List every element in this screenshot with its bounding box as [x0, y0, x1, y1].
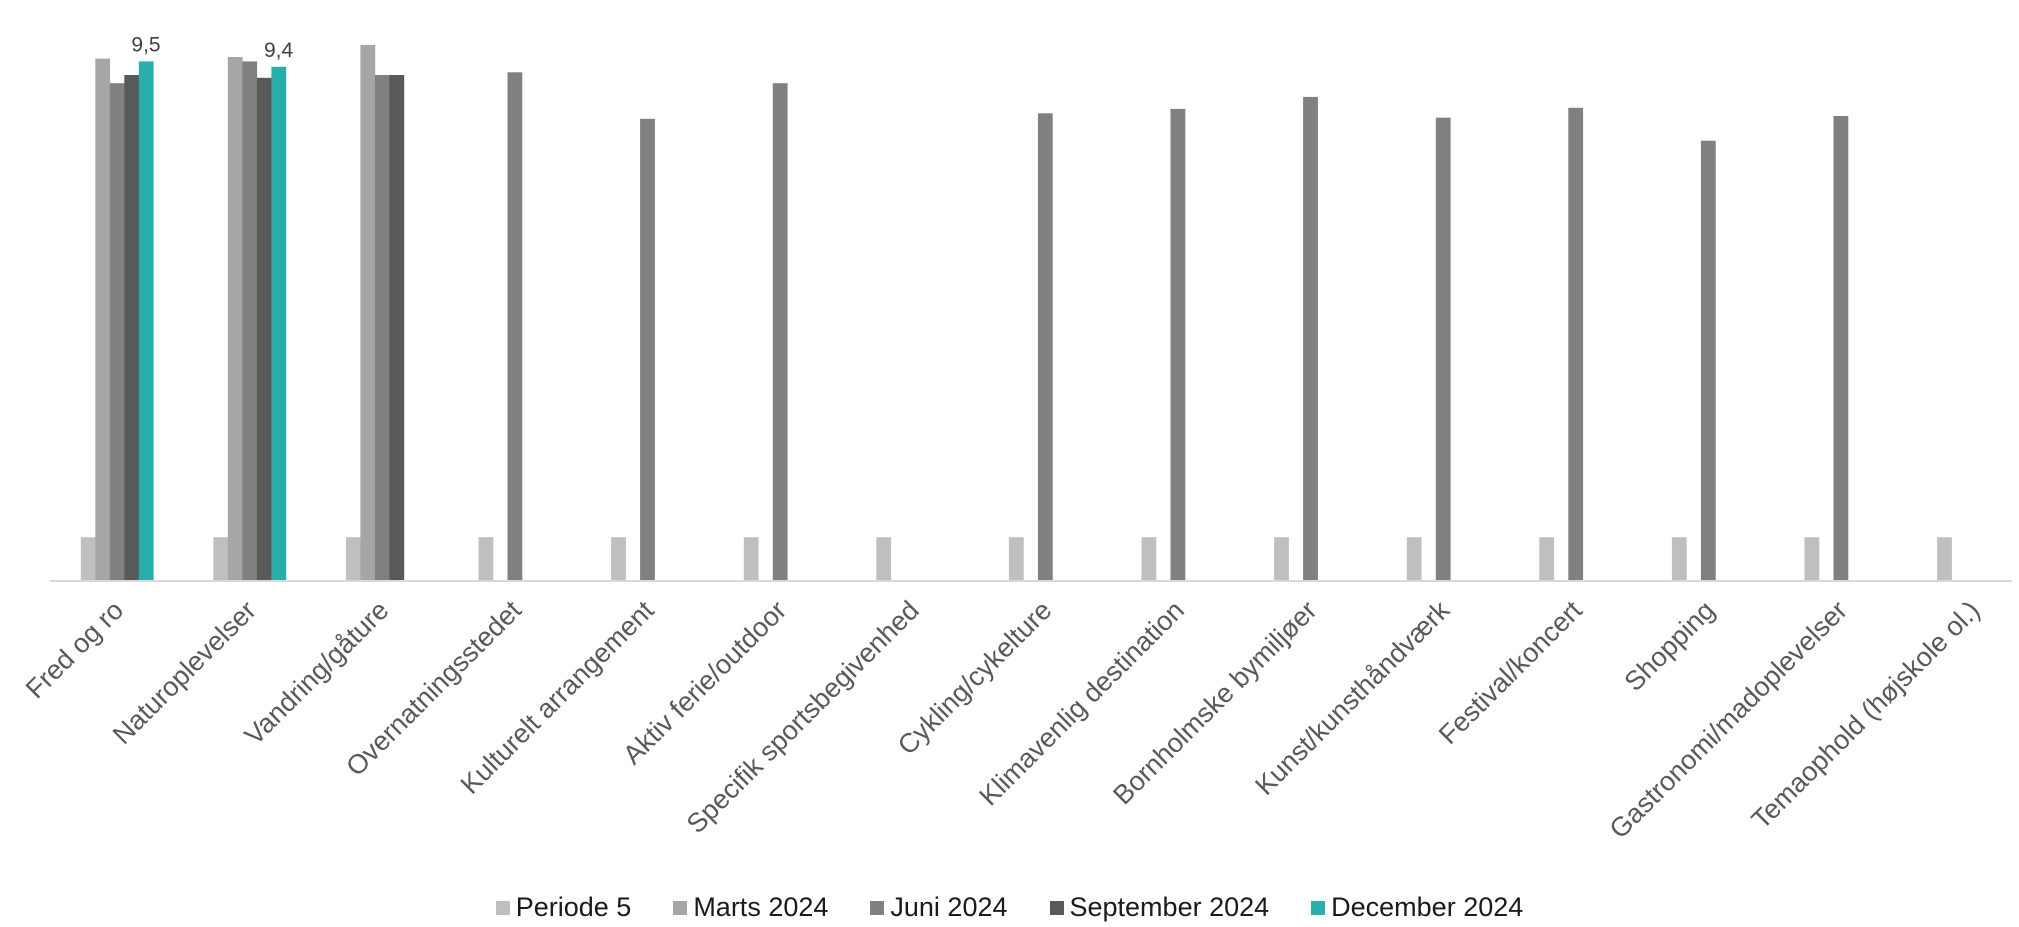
legend-swatch	[1049, 900, 1064, 915]
legend-label: September 2024	[1069, 892, 1270, 922]
legend-label: Marts 2024	[693, 892, 829, 922]
bar-fred-og-ro-juni-2024	[109, 83, 125, 581]
data-labels-layer: 9,5 9,4	[131, 33, 293, 61]
bars-layer	[80, 44, 2010, 582]
bar-shopping-periode-5	[1671, 537, 1687, 581]
category-label-vandring-gature: Vandring/gåture	[239, 595, 395, 751]
bar-kunst-kunsthandvaerk-periode-5	[1406, 537, 1422, 581]
bar-shopping-juni-2024	[1700, 140, 1716, 581]
bar-naturoplevelser-september-2024	[256, 77, 272, 582]
legend-item-marts-2024: Marts 2024	[673, 892, 828, 923]
legend-label: December 2024	[1331, 892, 1524, 922]
bar-naturoplevelser-marts-2024	[227, 57, 243, 581]
bar-festival-koncert-periode-5	[1539, 537, 1555, 581]
data-label-fred-og-ro: 9,5	[131, 33, 160, 56]
bar-kulturelt-arrangement-juni-2024	[640, 118, 655, 582]
category-label-gastronomi-madoplevelser: Gastronomi/madoplevelser	[1604, 595, 1853, 844]
bar-vandring-gature-september-2024	[389, 75, 405, 581]
legend-item-periode-5: Periode 5	[495, 892, 632, 923]
bar-aktiv-ferie-outdoor-periode-5	[743, 537, 759, 581]
bar-naturoplevelser-december-2024	[271, 66, 287, 582]
bar-cykling-cykelture-juni-2024	[1037, 113, 1053, 582]
legend-label: Juni 2024	[890, 892, 1008, 922]
bar-klimavenlig-destination-juni-2024	[1170, 108, 1186, 582]
legend-swatch	[1311, 900, 1326, 915]
legend-swatch	[673, 900, 688, 915]
bar-festival-koncert-juni-2024	[1568, 107, 1584, 582]
bar-gastronomi-madoplevelser-periode-5	[1804, 537, 1820, 581]
bar-fred-og-ro-marts-2024	[95, 58, 111, 582]
category-labels-layer: Fred og roNaturoplevelserVandring/gåture…	[20, 595, 1986, 845]
data-label-naturoplevelser: 9,4	[264, 39, 294, 62]
bar-vandring-gature-periode-5	[345, 537, 361, 581]
bar-temaophold-hojskole-ol-periode-5	[1937, 537, 1952, 581]
bar-naturoplevelser-juni-2024	[242, 61, 258, 581]
legend-label: Periode 5	[515, 892, 632, 922]
legend-swatch	[495, 900, 510, 915]
bar-kulturelt-arrangement-periode-5	[611, 537, 626, 581]
legend-item-juni-2024: Juni 2024	[870, 892, 1008, 923]
bar-specifik-sportsbegivenhed-periode-5	[876, 537, 892, 581]
bar-vandring-gature-marts-2024	[360, 44, 376, 581]
category-label-fred-og-ro: Fred og ro	[20, 595, 129, 704]
bar-overnatningsstedet-juni-2024	[507, 72, 523, 582]
bar-gastronomi-madoplevelser-juni-2024	[1833, 116, 1849, 581]
bar-kunst-kunsthandvaerk-juni-2024	[1435, 117, 1451, 581]
category-label-naturoplevelser: Naturoplevelser	[107, 595, 262, 750]
bar-bornholmske-bymiljoer-juni-2024	[1303, 96, 1318, 582]
legend-swatch	[870, 900, 885, 915]
legend-item-september-2024: September 2024	[1049, 892, 1270, 923]
bar-overnatningsstedet-periode-5	[478, 537, 494, 581]
bar-vandring-gature-juni-2024	[374, 75, 390, 581]
bar-klimavenlig-destination-periode-5	[1141, 537, 1157, 581]
category-label-temaophold-hojskole-ol: Temaophold (højskole ol.)	[1746, 595, 1986, 835]
legend-item-december-2024: December 2024	[1311, 892, 1523, 923]
category-label-specifik-sportsbegivenhed: Specifik sportsbegivenhed	[681, 595, 925, 839]
bar-bornholmske-bymiljoer-periode-5	[1274, 537, 1289, 581]
legend: Periode 5 Marts 2024 Juni 2024 September 20…	[0, 892, 2019, 923]
bar-chart: 9,5 9,4 Fred og roNaturoplevelserVandring…	[20, 33, 2012, 845]
bar-fred-og-ro-december-2024	[138, 61, 154, 581]
bar-fred-og-ro-september-2024	[124, 75, 140, 581]
bar-aktiv-ferie-outdoor-juni-2024	[772, 83, 788, 581]
category-label-shopping: Shopping	[1619, 595, 1721, 697]
bar-fred-og-ro-periode-5	[80, 537, 96, 581]
bar-cykling-cykelture-periode-5	[1008, 537, 1024, 581]
category-label-festival-koncert: Festival/koncert	[1433, 595, 1588, 750]
bar-naturoplevelser-periode-5	[213, 537, 229, 581]
